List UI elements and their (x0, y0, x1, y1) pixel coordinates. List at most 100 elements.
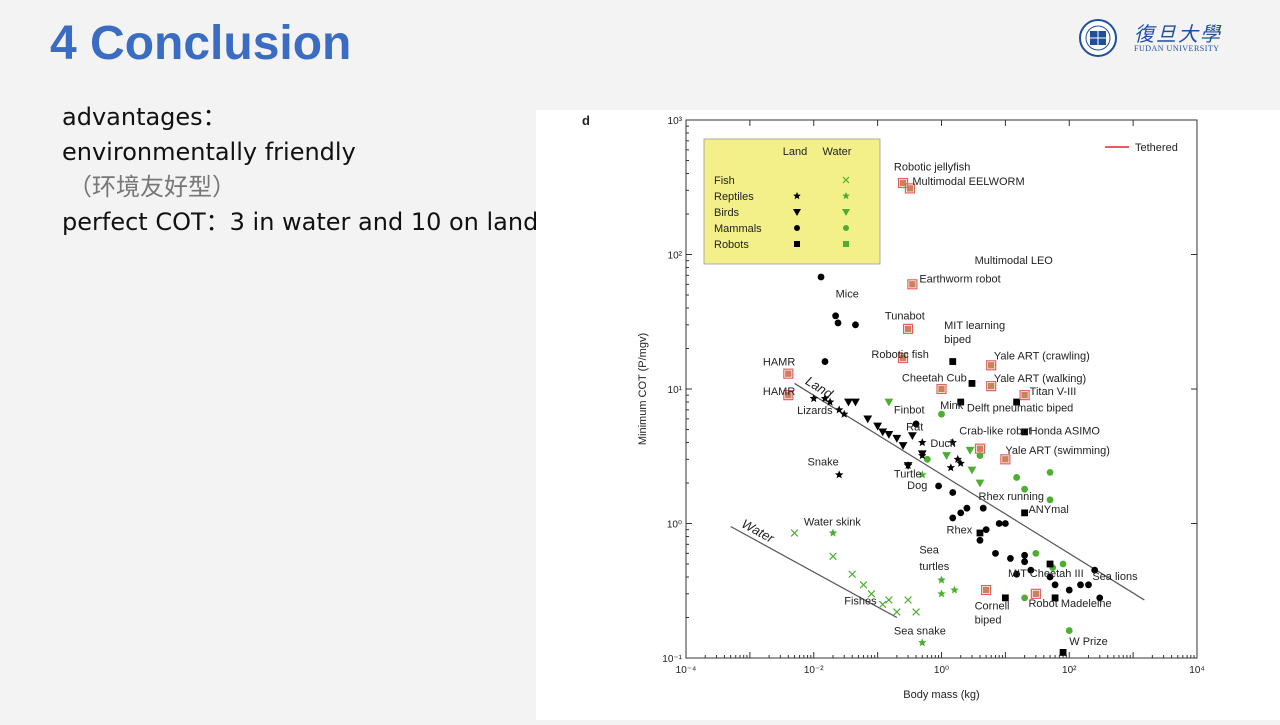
point-land-mammals (949, 514, 957, 522)
trend-line-label-land: Land (803, 373, 836, 401)
point-land-birds (873, 422, 883, 431)
point-land-mammals (935, 482, 942, 490)
tethered-outline (974, 443, 986, 454)
annotation-label: Earthworm robot (919, 273, 1000, 285)
point-land-mammals (979, 504, 987, 512)
cot-scatter-chart: d 10⁻⁴ 10⁻² 10⁰ 10² 10⁴ 10⁻¹ 10⁰ 10¹ 10² 10³ Body m… (582, 113, 1205, 701)
point-robots-tethered (785, 370, 792, 377)
annotation-label: Mink (940, 400, 964, 412)
annotation-label: Delft pneumatic biped (967, 403, 1073, 415)
point-land-mammals (982, 526, 990, 534)
point-robots-tethered (1032, 590, 1040, 598)
point-fish (859, 580, 868, 589)
tethered-outline (897, 352, 909, 364)
point-land-mammals (1065, 586, 1073, 594)
point-water-mammals (976, 452, 984, 459)
point-land-mammals (1001, 520, 1009, 527)
point-robots (1046, 560, 1054, 568)
annotation-label: Dog (907, 480, 927, 492)
point-land-mammals (1077, 581, 1084, 589)
point-robots-tethered (906, 185, 914, 192)
legend-water-marker (842, 209, 850, 216)
legend-water-marker (842, 176, 850, 184)
legend-row-label: Birds (714, 207, 740, 219)
point-robots (949, 358, 957, 365)
annotation-label: HAMR (763, 386, 795, 398)
point-robots-tethered (976, 445, 984, 452)
annotation-label: Cheetah Cub (902, 372, 967, 384)
point-water-mammals (1021, 594, 1029, 602)
point-land-birds (917, 450, 927, 459)
annotation-label: Sea (919, 544, 939, 556)
point-fish (867, 590, 876, 598)
trend-line-land (794, 382, 1145, 601)
point-robots-tethered (1002, 456, 1009, 463)
point-land-reptiles (918, 438, 927, 447)
point-land-mammals (1021, 558, 1029, 566)
point-land-mammals (1051, 581, 1059, 589)
tethered-outline (986, 381, 997, 392)
annotation-label: Titan V-III (1030, 386, 1077, 398)
point-robots (1013, 398, 1021, 406)
point-robots-tethered (904, 325, 912, 333)
point-robots (1059, 649, 1067, 656)
point-land-birds (907, 432, 917, 441)
annotation-label: Rhex running (979, 491, 1044, 503)
y-tick-label: 10² (668, 251, 683, 262)
point-robots (1021, 509, 1029, 517)
point-robots (957, 398, 965, 406)
annotation-label: turtles (919, 561, 949, 573)
tethered-outline (936, 383, 947, 395)
point-water-mammals (1021, 485, 1029, 493)
annotation-label: Robotic fish (871, 349, 928, 361)
point-land-mammals (852, 321, 859, 329)
point-robots-tethered (909, 281, 916, 288)
cot-chart-panel: d 10⁻⁴ 10⁻² 10⁰ 10² 10⁴ 10⁻¹ 10⁰ 10¹ 10² 10³ Body m… (536, 110, 1280, 720)
point-land-mammals (976, 536, 984, 544)
point-land-mammals (1046, 573, 1054, 581)
point-water-reptiles (950, 585, 959, 594)
legend-row-label: Fish (714, 175, 735, 187)
annotation-label: Sea lions (1092, 571, 1138, 583)
point-robots-tethered (938, 385, 945, 393)
annotation-label: Honda ASIMO (1030, 425, 1101, 437)
point-land-mammals (1096, 594, 1104, 602)
legend-column-land: Land (783, 146, 807, 158)
point-robots (1001, 594, 1009, 602)
annotation-label: Snake (808, 456, 839, 468)
annotation-label: Turtle (894, 468, 922, 480)
point-water-mammals (1046, 468, 1054, 476)
legend-land-marker (794, 225, 800, 231)
x-tick-label: 10⁰ (934, 665, 949, 676)
x-tick-label: 10⁻⁴ (676, 665, 697, 676)
point-land-reptiles (820, 394, 830, 403)
point-robots-tethered (899, 354, 907, 362)
point-land-reptiles (840, 409, 849, 418)
point-land-reptiles (946, 463, 955, 472)
y-tick-label: 10¹ (668, 385, 683, 396)
point-robots-tethered (1021, 391, 1028, 399)
point-water-mammals (1065, 627, 1073, 634)
point-land-mammals (834, 319, 842, 327)
point-land-mammals (1021, 551, 1029, 559)
chart-panel-label: d (582, 113, 590, 128)
point-land-mammals (992, 549, 999, 557)
annotation-label: Multimodal LEO (975, 255, 1054, 267)
point-land-birds (898, 442, 908, 450)
point-fish (878, 600, 887, 609)
point-land-mammals (995, 520, 1003, 527)
x-tick-label: 10² (1062, 665, 1077, 676)
point-land-reptiles (835, 405, 844, 414)
point-land-mammals (1091, 566, 1099, 574)
legend-row-label: Reptiles (714, 191, 754, 203)
y-axis-label: Minimum COT (P/mgv) (637, 333, 649, 445)
tethered-outline (986, 360, 997, 371)
point-water-mammals (1046, 496, 1054, 504)
tethered-outline (903, 323, 914, 334)
annotation-label: Yale ART (swimming) (1005, 445, 1110, 457)
point-land-birds (851, 398, 860, 407)
trend-line-water (730, 525, 898, 619)
y-tick-label: 10³ (668, 116, 683, 127)
annotation-label: Crab-like robot (959, 425, 1031, 437)
tethered-outline (981, 584, 992, 596)
